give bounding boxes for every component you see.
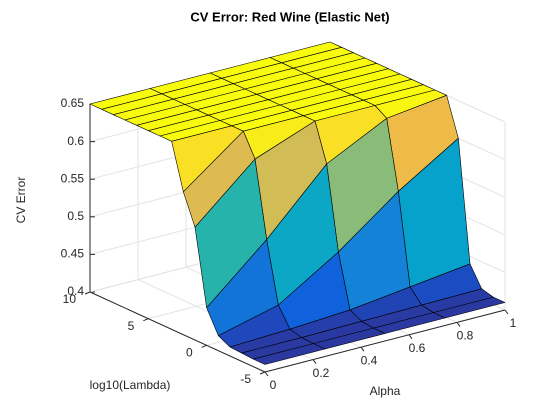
tick-mark [456,322,461,327]
y-axis-label: log10(Lambda) [90,378,171,392]
x-tick-label: 0.4 [361,353,378,367]
x-axis-label: Alpha [370,384,401,398]
x-tick-label: 0.8 [457,329,474,343]
tick-mark [360,346,365,352]
z-tick-label: 0.45 [61,247,85,261]
surface-patch [253,343,326,365]
z-axis-label: CV Error [14,177,28,224]
x-tick-label: 0.2 [313,366,330,380]
axis-line [89,291,266,373]
axis-line [264,309,506,373]
tick-mark [408,334,413,340]
y-tick-label: 0 [186,346,193,360]
tick-mark [143,318,149,322]
x-tick-label: 0 [270,378,277,392]
z-tick-label: 0.6 [67,134,84,148]
z-tick-label: 0.5 [67,209,84,223]
tick-mark [259,371,266,375]
x-tick-label: 1 [510,316,517,330]
z-tick-label: 0.55 [61,171,85,185]
z-tick-label: 0.4 [67,284,84,298]
x-tick-label: 0.6 [409,341,426,355]
y-tick-label: 10 [63,292,77,306]
chart-title: CV Error: Red Wine (Elastic Net) [190,9,389,24]
tick-mark [264,371,269,377]
y-tick-label: 5 [128,319,135,333]
z-tick-label: 0.65 [61,96,85,110]
tick-mark [504,309,509,315]
tick-mark [312,359,317,364]
tick-mark [201,344,207,348]
tick-mark [84,291,91,295]
y-tick-label: -5 [240,372,251,386]
